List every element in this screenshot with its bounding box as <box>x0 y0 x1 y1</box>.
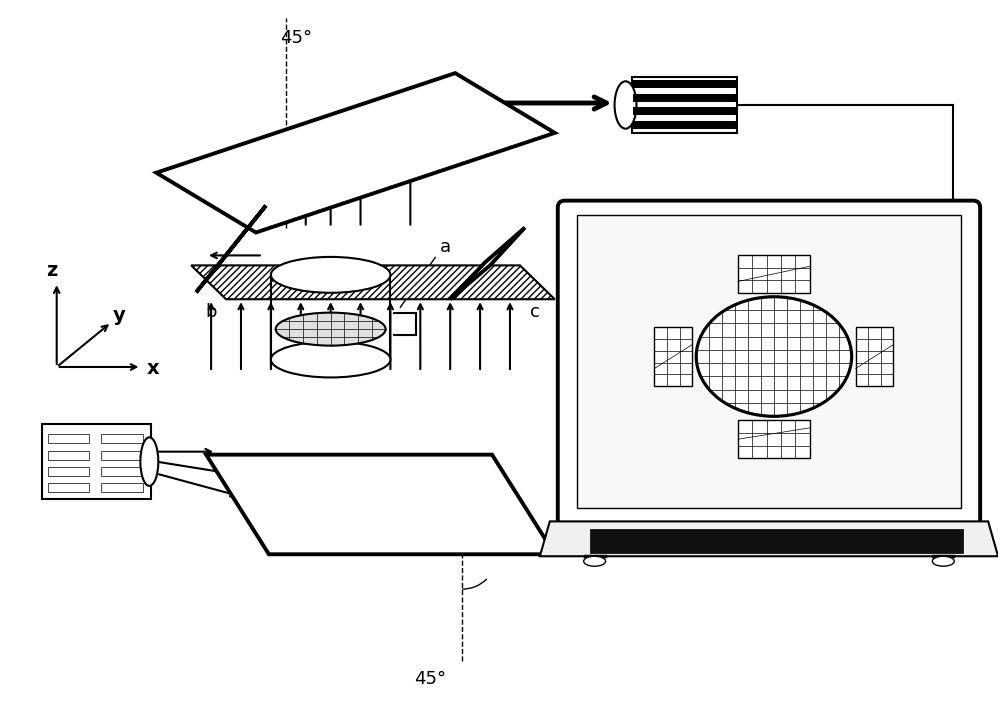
Text: 45°: 45° <box>280 29 312 47</box>
Polygon shape <box>540 521 998 556</box>
Bar <box>738 420 810 458</box>
Bar <box>42 425 151 499</box>
Text: y: y <box>113 305 126 325</box>
Text: a: a <box>440 238 451 257</box>
FancyBboxPatch shape <box>558 201 980 529</box>
Polygon shape <box>156 73 555 233</box>
Bar <box>633 108 736 116</box>
Bar <box>738 255 810 293</box>
Text: 45°: 45° <box>414 670 446 688</box>
Bar <box>654 326 692 387</box>
Bar <box>633 94 736 102</box>
Bar <box>577 214 961 508</box>
Bar <box>48 435 89 443</box>
Bar <box>101 451 143 459</box>
Text: a: a <box>723 265 733 283</box>
Bar <box>48 483 89 492</box>
Text: b: b <box>818 430 828 449</box>
Polygon shape <box>191 265 555 300</box>
Text: b: b <box>205 303 217 321</box>
Ellipse shape <box>271 342 390 377</box>
Bar <box>101 467 143 475</box>
Ellipse shape <box>615 81 636 129</box>
Polygon shape <box>206 454 555 554</box>
Ellipse shape <box>276 313 386 345</box>
Ellipse shape <box>696 297 852 417</box>
Polygon shape <box>196 206 266 292</box>
Bar <box>101 435 143 443</box>
Polygon shape <box>450 228 525 300</box>
Text: d: d <box>205 182 217 200</box>
Bar <box>101 483 143 492</box>
Text: z: z <box>46 261 57 280</box>
Bar <box>633 121 736 129</box>
Ellipse shape <box>584 556 606 566</box>
Text: d: d <box>634 348 645 366</box>
Ellipse shape <box>932 556 954 566</box>
Bar <box>590 529 963 553</box>
Text: c: c <box>530 303 540 321</box>
Bar <box>48 467 89 475</box>
Text: c: c <box>903 348 913 366</box>
Bar <box>856 326 893 387</box>
Ellipse shape <box>140 438 158 486</box>
Bar <box>48 451 89 459</box>
Bar <box>632 77 737 133</box>
Text: x: x <box>147 359 160 379</box>
Ellipse shape <box>271 257 390 293</box>
Bar <box>633 81 736 88</box>
